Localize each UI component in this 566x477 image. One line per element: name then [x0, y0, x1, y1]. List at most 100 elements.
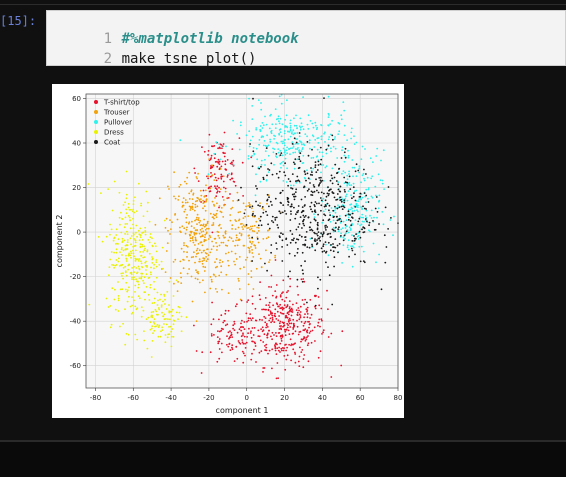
data-point [217, 147, 220, 150]
data-point [119, 223, 121, 226]
data-point [376, 147, 379, 150]
data-point [382, 223, 385, 226]
data-point [160, 293, 162, 296]
data-point [291, 187, 294, 190]
data-point [265, 123, 268, 126]
data-point [186, 214, 189, 216]
data-point [362, 205, 364, 208]
data-point [248, 327, 250, 330]
data-point [148, 299, 151, 301]
data-point [111, 209, 114, 212]
data-point [155, 250, 158, 253]
data-point [130, 208, 132, 211]
data-point [385, 246, 388, 248]
data-point [271, 312, 274, 315]
data-point [283, 132, 286, 135]
data-point [328, 193, 330, 195]
data-point [231, 336, 234, 338]
data-point [113, 251, 115, 254]
data-point [224, 230, 227, 233]
data-point [298, 223, 301, 225]
data-point [309, 229, 311, 232]
data-point [242, 352, 245, 355]
data-point [344, 214, 347, 217]
data-point [311, 191, 314, 194]
data-point [282, 279, 285, 282]
data-point [151, 262, 154, 264]
data-point [253, 230, 256, 233]
data-point [317, 164, 320, 166]
data-point [298, 331, 301, 333]
data-point [205, 232, 208, 235]
data-point [288, 148, 290, 151]
data-point [264, 345, 266, 347]
data-point [304, 260, 306, 263]
data-point [287, 178, 290, 180]
data-point [350, 212, 353, 215]
data-point [204, 266, 207, 269]
data-point [252, 340, 254, 343]
data-point [256, 158, 259, 161]
data-point [224, 324, 227, 327]
code-cell[interactable]: 1 #%matplotlib notebook 2 make_tsne_plot() [46, 10, 566, 67]
data-point [350, 245, 352, 248]
data-point [239, 267, 242, 270]
data-point [284, 151, 286, 153]
data-point [200, 201, 203, 203]
data-point [248, 130, 251, 133]
data-point [202, 202, 205, 204]
data-point [152, 332, 154, 334]
data-point [282, 147, 285, 150]
data-point [316, 234, 319, 237]
data-point [161, 311, 163, 314]
data-point [218, 318, 220, 321]
data-point [113, 298, 116, 301]
data-point [245, 134, 248, 137]
data-point [309, 147, 311, 150]
data-point [351, 217, 354, 219]
data-point [358, 171, 360, 174]
data-point [381, 182, 384, 185]
data-point [291, 147, 293, 149]
data-point [177, 318, 179, 321]
data-point [286, 291, 288, 294]
data-point [370, 209, 373, 212]
data-point [287, 130, 289, 133]
data-point [295, 141, 298, 144]
data-point [344, 171, 347, 174]
code-line-1[interactable]: 1 #%matplotlib notebook [53, 15, 299, 63]
data-point [361, 220, 364, 223]
data-point [169, 219, 171, 222]
code-line-2[interactable]: 2 make_tsne_plot() [53, 35, 257, 83]
data-point [300, 321, 303, 323]
data-point [308, 332, 311, 334]
data-point [138, 258, 141, 260]
data-point [215, 242, 218, 244]
data-point [310, 157, 313, 159]
data-point [307, 216, 310, 219]
data-point [332, 226, 335, 229]
data-point [219, 259, 222, 262]
data-point [170, 330, 173, 333]
data-point [304, 313, 306, 315]
data-point [125, 193, 128, 196]
data-point [285, 213, 288, 215]
data-point [292, 133, 295, 136]
data-point [231, 228, 234, 230]
data-point [304, 215, 307, 217]
data-point [353, 237, 356, 240]
data-point [111, 287, 114, 290]
data-point [291, 143, 294, 145]
data-point [127, 203, 130, 205]
data-point [310, 341, 313, 344]
data-point [193, 234, 196, 236]
data-point [292, 318, 295, 321]
data-point [299, 316, 302, 319]
data-point [258, 217, 260, 220]
data-point [216, 202, 218, 205]
data-point [303, 186, 305, 189]
data-point [248, 249, 251, 252]
data-point [346, 246, 349, 249]
data-point [365, 188, 368, 191]
data-point [363, 177, 365, 180]
